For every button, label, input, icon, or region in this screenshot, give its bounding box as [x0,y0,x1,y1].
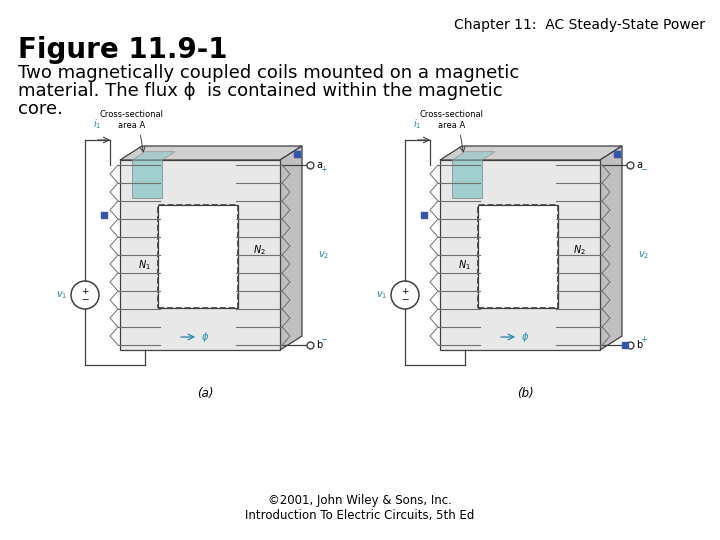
Polygon shape [120,146,302,160]
Text: Figure 11.9-1: Figure 11.9-1 [18,36,228,64]
Text: +: + [81,287,89,295]
Text: $N_2$: $N_2$ [253,243,266,257]
Text: $v_1$: $v_1$ [376,289,387,301]
Text: $v_2$: $v_2$ [639,249,649,261]
Text: $N_1$: $N_1$ [138,258,150,272]
Text: Cross-sectional
area A: Cross-sectional area A [420,110,484,130]
Text: (a): (a) [197,387,213,400]
Text: $\phi$: $\phi$ [521,330,529,344]
Text: −: − [320,335,328,345]
Polygon shape [280,146,302,350]
Text: b: b [316,340,323,350]
Text: −: − [81,294,89,303]
Polygon shape [440,146,622,160]
Text: $N_2$: $N_2$ [572,243,585,257]
Text: Two magnetically coupled coils mounted on a magnetic: Two magnetically coupled coils mounted o… [18,64,519,82]
Text: $v_2$: $v_2$ [318,249,330,261]
Text: $i_1$: $i_1$ [413,117,422,131]
Polygon shape [120,160,280,350]
Polygon shape [440,160,600,350]
Text: +: + [641,335,647,345]
Text: core.: core. [18,100,63,118]
Text: a: a [636,160,642,170]
Text: b: b [636,340,642,350]
Text: (b): (b) [517,387,534,400]
Polygon shape [452,160,482,198]
Polygon shape [478,205,558,308]
Text: Chapter 11:  AC Steady-State Power: Chapter 11: AC Steady-State Power [454,18,705,32]
Text: ©2001, John Wiley & Sons, Inc.
Introduction To Electric Circuits, 5th Ed: ©2001, John Wiley & Sons, Inc. Introduct… [246,494,474,522]
Text: $N_1$: $N_1$ [457,258,470,272]
Text: −: − [641,165,647,174]
Polygon shape [600,146,622,350]
Polygon shape [158,205,238,308]
Polygon shape [452,152,495,160]
Text: a: a [316,160,322,170]
Text: −: − [401,294,409,303]
Polygon shape [132,160,162,198]
Polygon shape [132,152,175,160]
Text: material. The flux ϕ  is contained within the magnetic: material. The flux ϕ is contained within… [18,82,503,100]
Text: Cross-sectional
area A: Cross-sectional area A [100,110,164,130]
Text: +: + [401,287,409,295]
Text: $\phi$: $\phi$ [201,330,209,344]
Text: $i_1$: $i_1$ [94,117,102,131]
Text: $v_1$: $v_1$ [55,289,67,301]
Text: +: + [320,165,328,174]
